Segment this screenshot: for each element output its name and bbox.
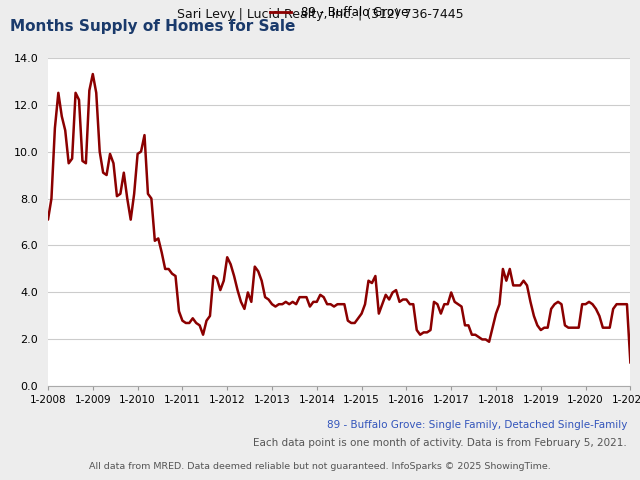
Text: Months Supply of Homes for Sale: Months Supply of Homes for Sale [10, 19, 295, 34]
Text: 89 - Buffalo Grove: Single Family, Detached Single-Family: 89 - Buffalo Grove: Single Family, Detac… [327, 420, 627, 430]
Legend: 89 - Buffalo Grove: 89 - Buffalo Grove [270, 6, 408, 19]
Text: Each data point is one month of activity. Data is from February 5, 2021.: Each data point is one month of activity… [253, 438, 627, 448]
Text: Sari Levy | Lucid Realty, Inc. | (312) 736-7445: Sari Levy | Lucid Realty, Inc. | (312) 7… [177, 8, 463, 22]
Text: All data from MRED. Data deemed reliable but not guaranteed. InfoSparks © 2025 S: All data from MRED. Data deemed reliable… [89, 462, 551, 471]
